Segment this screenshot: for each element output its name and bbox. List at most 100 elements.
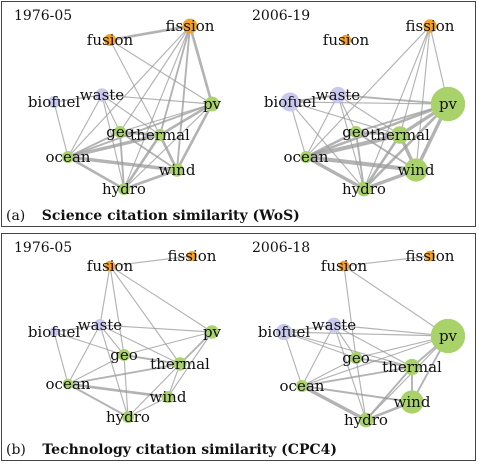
edge-fission-wind <box>415 25 431 171</box>
node-fission <box>423 19 437 33</box>
edge-geo-hydro <box>355 357 367 421</box>
edge-waste-thermal <box>337 94 401 136</box>
edge-fusion-fission <box>109 255 193 267</box>
node-label-biofuel: biofuel <box>28 93 81 111</box>
edge-geo-ocean <box>301 357 357 387</box>
edge-thermal-hydro <box>365 366 413 421</box>
edge-waste-pv <box>333 324 449 337</box>
node-label-pv: pv <box>203 323 222 341</box>
node-label-hydro: hydro <box>342 180 386 198</box>
edge-thermal-ocean <box>301 366 413 387</box>
edge-geo-thermal <box>355 357 413 368</box>
edge-waste-thermal <box>99 324 181 365</box>
edge-waste-ocean <box>67 324 101 385</box>
node-waste <box>329 86 347 104</box>
edge-waste-ocean <box>67 94 103 158</box>
edge-waste-thermal <box>101 94 161 136</box>
edge-ocean-wind <box>66 382 170 399</box>
node-label-wind: wind <box>159 161 196 179</box>
node-fusion <box>338 260 350 272</box>
node-waste <box>94 319 106 331</box>
node-waste <box>95 88 109 102</box>
panel-technology-citation: 1976-05 fusion fission biofuel waste pv geo the… <box>1 233 476 461</box>
edge-ocean-wind <box>66 155 179 172</box>
edge-waste-hydro <box>333 324 367 421</box>
node-fission <box>182 18 198 34</box>
edge-waste-pv <box>337 94 449 105</box>
edge-biofuel-ocean <box>283 331 303 387</box>
edge-fusion-fission <box>343 255 431 267</box>
edge-thermal-ocean <box>67 363 181 385</box>
panel-caption: (a) Science citation similarity (WoS) <box>6 208 300 224</box>
node-label-ocean: ocean <box>280 377 325 395</box>
edge-pv-wind <box>175 102 214 172</box>
edge-pv-ocean <box>67 103 213 158</box>
node-label-waste: waste <box>316 86 361 104</box>
node-label-fusion: fusion <box>87 257 134 275</box>
edge-waste-ocean <box>301 324 335 387</box>
period-label: 2006-19 <box>252 8 310 24</box>
node-geo <box>350 352 362 364</box>
node-label-biofuel: biofuel <box>28 323 81 341</box>
node-pv <box>430 318 466 354</box>
node-label-geo: geo <box>342 349 370 367</box>
edge-fusion-waste <box>99 265 111 326</box>
node-label-hydro: hydro <box>102 180 146 198</box>
edge-geo-wind <box>355 131 417 171</box>
edge-ocean-hydro <box>300 384 368 422</box>
node-label-geo: geo <box>110 346 138 364</box>
edge-biofuel-thermal <box>283 331 413 368</box>
period-label: 1976-05 <box>14 240 72 256</box>
node-fusion <box>104 260 116 272</box>
node-biofuel <box>275 323 293 341</box>
edge-fission-hydro <box>123 25 191 190</box>
panel-science-citation: 1976-05 fusion fission biofuel waste pv geo the… <box>1 1 476 227</box>
edge-thermal-ocean <box>303 132 403 160</box>
node-waste <box>326 317 342 333</box>
panel-title: Technology citation similarity (CPC4) <box>42 442 337 458</box>
edge-fusion-pv <box>343 265 449 337</box>
node-wind <box>162 391 174 403</box>
node-biofuel <box>48 96 60 108</box>
edge-fission-wind <box>176 25 191 171</box>
node-wind <box>170 163 184 177</box>
edge-fusion-geo <box>109 265 125 356</box>
edge-biofuel-waste <box>53 94 103 103</box>
edge-geo-ocean <box>304 130 358 159</box>
node-label-ocean: ocean <box>46 148 91 166</box>
node-label-pv: pv <box>439 95 458 113</box>
node-ocean <box>300 151 312 163</box>
node-thermal <box>154 129 166 141</box>
node-label-waste: waste <box>312 316 357 334</box>
edge-geo-hydro <box>119 131 125 190</box>
node-thermal <box>403 358 421 376</box>
node-label-thermal: thermal <box>382 358 442 376</box>
edge-ocean-wind <box>303 154 419 173</box>
edge-ocean-wind <box>301 385 413 403</box>
edge-pv-wind <box>167 331 213 398</box>
node-label-thermal: thermal <box>150 355 210 373</box>
edge-biofuel-ocean <box>53 331 69 385</box>
edge-waste-thermal <box>333 324 413 368</box>
panel-tag: (b) <box>6 442 26 458</box>
node-label-geo: geo <box>342 123 370 141</box>
node-label-fission: fission <box>406 17 455 35</box>
node-hydro <box>358 412 374 428</box>
node-fission <box>424 250 436 262</box>
edge-fusion-thermal <box>109 265 181 365</box>
node-label-pv: pv <box>203 95 222 113</box>
edge-waste-geo <box>99 324 125 356</box>
panel-tag: (a) <box>6 208 26 224</box>
node-thermal <box>391 126 409 144</box>
edge-thermal-hydro <box>122 133 162 191</box>
edge-fission-pv <box>188 24 214 106</box>
edge-hydro-wind <box>127 396 169 418</box>
edge-pv-thermal <box>158 102 214 137</box>
edge-fission-ocean <box>67 25 191 158</box>
node-label-fusion: fusion <box>323 31 370 49</box>
edge-waste-hydro <box>101 94 125 190</box>
node-ocean <box>62 378 74 390</box>
node-label-thermal: thermal <box>370 126 430 144</box>
